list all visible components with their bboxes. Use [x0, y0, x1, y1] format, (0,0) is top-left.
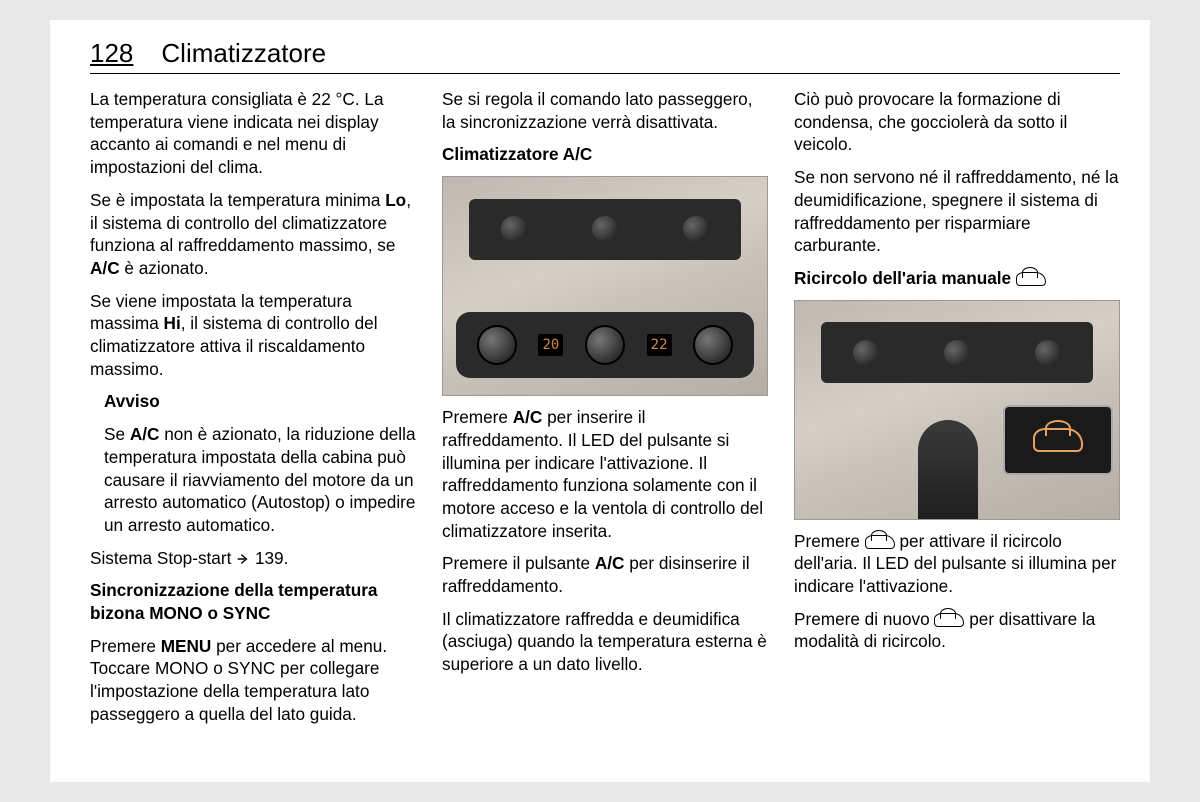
column-1: La temperatura consigliata è 22 °C. La t… [90, 88, 416, 736]
knob-icon [1035, 340, 1061, 366]
page-title: Climatizzatore [161, 38, 326, 69]
sync-heading: Sincronizzazione della temperatura bizon… [90, 579, 416, 624]
recirc-icon [1033, 428, 1083, 452]
notice-text: Se A/C non è azionato, la riduzione dell… [104, 423, 416, 537]
content-columns: La temperatura consigliata è 22 °C. La t… [90, 88, 1120, 736]
column-2: Se si regola il comando lato passeggero,… [442, 88, 768, 736]
knob-icon [944, 340, 970, 366]
lower-panel: 20 22 [456, 312, 754, 377]
gear-lever [918, 420, 978, 519]
page-number: 128 [90, 38, 133, 69]
body-text: Se viene impostata la temperatura massim… [90, 290, 416, 381]
recirc-control-photo [794, 300, 1120, 520]
knob-icon [592, 216, 618, 242]
upper-panel [469, 199, 741, 260]
knob-icon [477, 325, 517, 365]
recirc-icon [934, 613, 964, 627]
body-text: Premere il pulsante A/C per disinserire … [442, 552, 768, 597]
body-text: Premere per attivare il ricircolo dell'a… [794, 530, 1120, 598]
body-text: Se è impostata la temperatura minima Lo,… [90, 189, 416, 280]
column-3: Ciò può provocare la formazione di conde… [794, 88, 1120, 736]
body-text: Se si regola il comando lato passeggero,… [442, 88, 768, 133]
temp-display: 22 [647, 334, 672, 356]
upper-panel [821, 322, 1093, 383]
body-text: Premere MENU per accedere al menu. Tocca… [90, 635, 416, 726]
notice-block: Avviso Se A/C non è azionato, la riduzio… [90, 390, 416, 536]
temp-display: 20 [538, 334, 563, 356]
body-text: Premere A/C per inserire il raffreddamen… [442, 406, 768, 542]
manual-page: 128 Climatizzatore La temperatura consig… [50, 20, 1150, 782]
body-text: Se non servono né il raffreddamento, né … [794, 166, 1120, 257]
notice-label: Avviso [104, 390, 416, 413]
recirc-heading: Ricircolo dell'aria manuale [794, 267, 1120, 290]
recirc-icon [1016, 272, 1046, 286]
body-text: La temperatura consigliata è 22 °C. La t… [90, 88, 416, 179]
ac-control-photo: 20 22 [442, 176, 768, 396]
knob-icon [693, 325, 733, 365]
body-text: Sistema Stop-start 139. [90, 547, 416, 570]
body-text: Premere di nuovo per disattivare la moda… [794, 608, 1120, 653]
cross-ref-icon [236, 552, 250, 566]
ac-heading: Climatizzatore A/C [442, 143, 768, 166]
body-text: Ciò può provocare la formazione di conde… [794, 88, 1120, 156]
knob-icon [683, 216, 709, 242]
page-header: 128 Climatizzatore [90, 38, 1120, 74]
button-callout [1003, 405, 1113, 475]
recirc-icon [865, 535, 895, 549]
knob-icon [501, 216, 527, 242]
knob-icon [585, 325, 625, 365]
knob-icon [853, 340, 879, 366]
body-text: Il climatizzatore raffredda e deumidific… [442, 608, 768, 676]
